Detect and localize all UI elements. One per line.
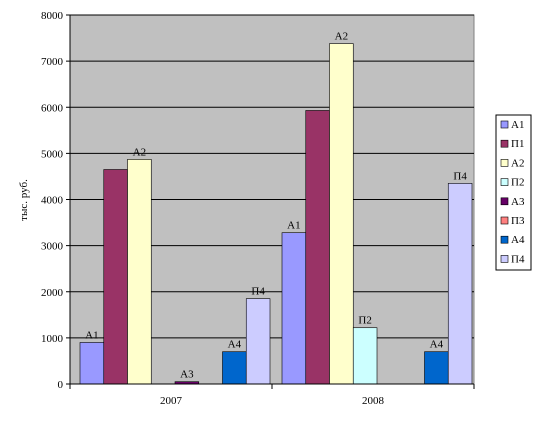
y-axis-ticks: 0 1000 2000 3000 4000 5000 6000 7000 8000 <box>41 10 70 391</box>
x-tick-label: 2008 <box>362 395 385 407</box>
legend-swatch <box>500 120 509 129</box>
bar-data-label: П4 <box>251 286 265 298</box>
y-tick-label: 4000 <box>41 195 64 207</box>
y-tick-label: 3000 <box>41 241 64 253</box>
legend-swatch <box>500 178 509 186</box>
y-tick-label: 0 <box>58 379 64 391</box>
legend-label: А4 <box>511 234 525 246</box>
bar <box>245 298 271 385</box>
legend-swatch <box>500 216 509 225</box>
y-tick-label: 2000 <box>41 287 64 299</box>
legend-label: П3 <box>511 215 525 227</box>
bar <box>281 232 307 385</box>
bar <box>127 159 152 385</box>
bar <box>222 351 247 385</box>
bar-data-label: А1 <box>85 329 98 341</box>
bar <box>424 351 449 385</box>
bar <box>447 183 473 385</box>
x-tick-label: 2007 <box>160 395 183 407</box>
bar-data-label: А3 <box>180 369 194 381</box>
legend-swatch <box>500 235 509 244</box>
bar-labels: А1 А2 А3 А4 П4 А1 А2 П2 А4 П4 <box>85 31 467 381</box>
bar <box>305 110 330 385</box>
bars <box>79 43 473 385</box>
legend-swatch <box>500 197 509 206</box>
bar <box>329 43 354 385</box>
bar-data-label: А1 <box>287 220 300 232</box>
legend-label: П2 <box>511 177 524 189</box>
legend-label: А3 <box>511 196 525 208</box>
legend-swatch <box>500 255 509 263</box>
x-axis-ticks: 2007 2008 <box>69 384 475 407</box>
bar-data-label: А4 <box>228 339 242 351</box>
bar <box>79 342 105 385</box>
legend-swatch <box>500 139 509 148</box>
legend-label: А1 <box>511 119 524 131</box>
legend-label: П4 <box>511 253 525 265</box>
legend-label: П1 <box>511 138 524 150</box>
bar-data-label: П4 <box>453 170 467 182</box>
y-tick-label: 7000 <box>41 56 64 68</box>
bar-data-label: А4 <box>430 339 444 351</box>
bar-data-label: А2 <box>335 31 348 43</box>
bar-data-label: А2 <box>133 146 146 158</box>
legend-swatch <box>500 159 509 167</box>
y-tick-label: 6000 <box>41 102 64 114</box>
y-tick-label: 5000 <box>41 148 64 160</box>
y-axis-title: тыс. руб. <box>18 179 30 221</box>
bar <box>352 327 378 385</box>
y-tick-label: 8000 <box>41 10 64 22</box>
bar-data-label: П2 <box>358 315 371 327</box>
legend: А1 П1 А2 П2 А3 П3 А4 П4 <box>495 114 532 271</box>
y-tick-label: 1000 <box>41 333 64 345</box>
bar <box>103 169 128 385</box>
legend-label: А2 <box>511 157 524 169</box>
